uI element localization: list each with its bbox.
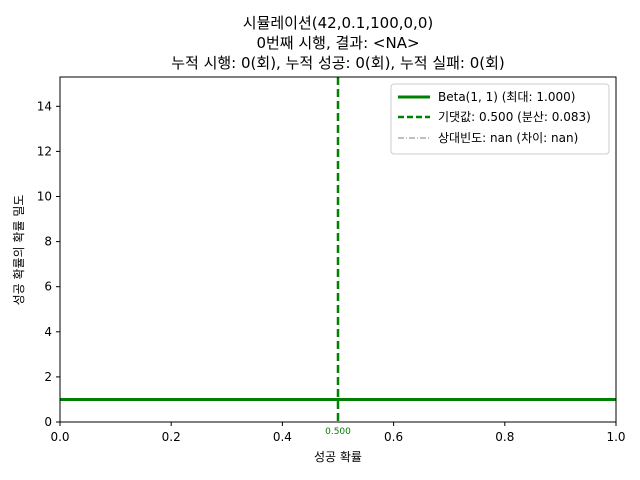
x-tick-label: 1.0: [606, 430, 625, 444]
y-tick-label: 14: [37, 99, 52, 113]
chart-title: 시뮬레이션(42,0.1,100,0,0) 0번째 시행, 결과: <NA> 누…: [171, 14, 505, 72]
x-tick-label: 0.8: [495, 430, 514, 444]
axes-frame: [59, 76, 617, 423]
y-tick-label: 12: [37, 144, 52, 158]
mean-annotation: 0.500: [325, 427, 351, 437]
x-axis: 0.0 0.2 0.4 0.6 0.8 1.0: [50, 422, 626, 444]
y-tick-label: 2: [44, 370, 52, 384]
title-line-1: 시뮬레이션(42,0.1,100,0,0): [243, 14, 433, 32]
y-tick-label: 4: [44, 325, 52, 339]
x-tick-label: 0.2: [162, 430, 181, 444]
legend-label-relfreq: 상대빈도: nan (차이: nan): [438, 131, 578, 145]
x-tick-label: 0.0: [50, 430, 69, 444]
legend-label-beta: Beta(1, 1) (최대: 1.000): [438, 90, 575, 104]
x-axis-label: 성공 확률: [314, 450, 362, 464]
x-tick-label: 0.4: [273, 430, 292, 444]
y-tick-label: 6: [44, 280, 52, 294]
title-line-2: 0번째 시행, 결과: <NA>: [256, 34, 419, 52]
y-axis-label: 성공 확률의 확률 밀도: [12, 195, 26, 306]
x-tick-label: 0.6: [384, 430, 403, 444]
legend: Beta(1, 1) (최대: 1.000) 기댓값: 0.500 (분산: 0…: [390, 83, 610, 155]
y-tick-label: 8: [44, 235, 52, 249]
y-tick-label: 0: [44, 415, 52, 429]
plot-area: 0.500: [60, 77, 616, 437]
title-line-3: 누적 시행: 0(회), 누적 성공: 0(회), 누적 실패: 0(회): [171, 54, 505, 72]
y-tick-label: 10: [37, 190, 52, 204]
y-axis: 0 2 4 6 8 10 12 14: [37, 99, 60, 429]
legend-label-mean: 기댓값: 0.500 (분산: 0.083): [438, 110, 591, 124]
legend-box: [390, 83, 610, 155]
